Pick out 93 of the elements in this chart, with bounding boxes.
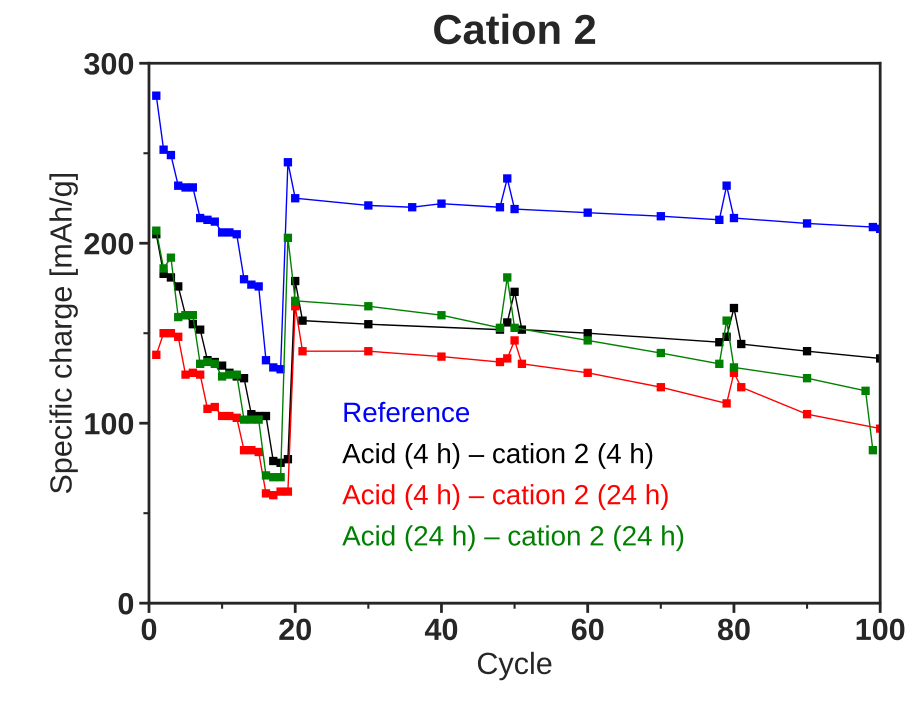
point: [722, 399, 731, 408]
point: [269, 491, 278, 500]
point: [232, 230, 241, 238]
text: Reference: [344, 402, 470, 422]
point: [262, 356, 270, 364]
point: [166, 329, 176, 338]
point: [174, 332, 182, 341]
point: [188, 368, 198, 377]
point: [518, 360, 526, 368]
point: [166, 150, 176, 160]
point: [364, 347, 373, 356]
x-tick-label: 100: [856, 618, 904, 640]
point: [269, 363, 278, 372]
point: [584, 368, 592, 377]
point: [152, 226, 160, 235]
point: [722, 316, 731, 325]
point: [737, 340, 746, 348]
point: [722, 181, 731, 190]
point: [503, 273, 512, 282]
x-tick-label: 20: [279, 618, 311, 640]
point: [284, 487, 292, 496]
series-label: Acid (4 h) – cation 2 (4 h): [342, 442, 652, 469]
point: [802, 219, 812, 228]
point: [152, 350, 160, 359]
point: [166, 253, 176, 262]
point: [196, 360, 204, 368]
y-tick-label: 200: [84, 232, 134, 255]
point: [232, 414, 241, 422]
y-tick-label: 300: [84, 53, 134, 75]
point: [510, 336, 519, 345]
point: [284, 234, 292, 242]
point: [291, 296, 300, 305]
point: [196, 370, 204, 379]
point: [298, 316, 307, 325]
point: [437, 199, 446, 208]
point: [247, 280, 256, 289]
point: [188, 183, 198, 192]
point: [276, 473, 285, 482]
point: [584, 208, 592, 217]
y-axis-title: Specific charge [mAh/g]: [49, 174, 78, 494]
point: [174, 181, 182, 190]
point: [254, 415, 263, 424]
x-tick-label: 60: [572, 618, 604, 640]
point: [291, 194, 300, 202]
point: [159, 145, 168, 154]
point: [510, 324, 519, 332]
text: Acid (24 h) – cation 2 (24 h): [342, 525, 684, 552]
point: [737, 383, 746, 392]
point: [196, 325, 204, 334]
point: [247, 446, 256, 454]
point: [802, 374, 812, 382]
point: [159, 264, 168, 273]
point: [730, 363, 738, 372]
point: [437, 311, 446, 320]
point: [408, 203, 416, 212]
point: [298, 347, 307, 356]
point: [240, 374, 248, 382]
x-tick-label: 40: [424, 618, 458, 640]
point: [152, 92, 160, 100]
y-tick-label: 100: [85, 412, 134, 435]
point: [188, 311, 198, 320]
point: [254, 282, 263, 291]
point: [730, 304, 738, 312]
point: [364, 302, 373, 310]
point: [715, 216, 724, 224]
x-tick-label: 80: [718, 618, 750, 640]
point: [284, 158, 292, 166]
chart-title: Cation 2: [434, 14, 596, 44]
point: [496, 203, 504, 212]
point: [656, 212, 665, 220]
point: [510, 204, 519, 214]
point: [240, 275, 248, 284]
point: [364, 320, 373, 328]
series-label: Acid (4 h) – cation 2 (24 h): [342, 484, 668, 510]
point: [656, 383, 665, 392]
point: [868, 446, 878, 454]
point: [210, 402, 219, 412]
point: [715, 360, 724, 368]
point: [210, 217, 219, 226]
point: [510, 288, 519, 296]
x-axis-title: Cycle: [478, 652, 552, 680]
point: [861, 386, 870, 395]
point: [730, 214, 738, 222]
point: [364, 201, 373, 210]
point: [503, 354, 512, 363]
y-tick-label: 0: [118, 592, 134, 615]
point: [802, 410, 812, 418]
point: [437, 352, 446, 361]
point: [802, 347, 812, 356]
x-tick-label: 0: [142, 618, 156, 640]
point: [656, 348, 665, 358]
point: [584, 336, 592, 345]
point: [503, 174, 512, 183]
